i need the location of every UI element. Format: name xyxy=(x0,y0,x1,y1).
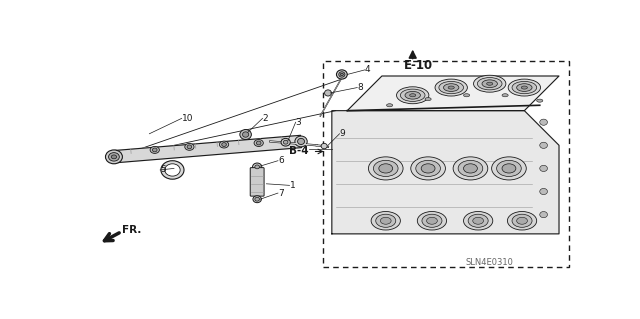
Ellipse shape xyxy=(474,75,506,92)
Ellipse shape xyxy=(411,157,445,180)
Ellipse shape xyxy=(254,139,263,146)
Text: 5: 5 xyxy=(160,166,166,174)
Text: FR.: FR. xyxy=(122,225,141,235)
Ellipse shape xyxy=(298,138,305,145)
Ellipse shape xyxy=(463,94,470,97)
Ellipse shape xyxy=(410,94,416,97)
Ellipse shape xyxy=(339,72,345,77)
Ellipse shape xyxy=(281,138,291,146)
Ellipse shape xyxy=(379,164,393,173)
Ellipse shape xyxy=(422,214,442,227)
Ellipse shape xyxy=(540,211,547,218)
Ellipse shape xyxy=(255,165,259,169)
Polygon shape xyxy=(348,76,559,111)
Ellipse shape xyxy=(161,161,184,179)
Text: 2: 2 xyxy=(262,114,268,123)
Ellipse shape xyxy=(540,189,547,195)
Ellipse shape xyxy=(255,197,259,201)
Ellipse shape xyxy=(257,141,261,145)
Text: 8: 8 xyxy=(357,83,363,92)
Text: 7: 7 xyxy=(278,189,284,197)
Text: 4: 4 xyxy=(365,65,371,74)
Ellipse shape xyxy=(508,211,537,230)
Ellipse shape xyxy=(477,78,502,90)
Ellipse shape xyxy=(337,70,348,79)
Text: 3: 3 xyxy=(296,118,301,127)
Ellipse shape xyxy=(376,214,396,227)
Ellipse shape xyxy=(380,217,391,224)
Ellipse shape xyxy=(295,136,307,147)
Ellipse shape xyxy=(220,141,228,148)
Ellipse shape xyxy=(340,73,344,76)
Ellipse shape xyxy=(458,160,483,176)
Ellipse shape xyxy=(439,81,463,94)
Ellipse shape xyxy=(421,164,435,173)
Ellipse shape xyxy=(540,142,547,148)
Ellipse shape xyxy=(109,152,119,161)
Ellipse shape xyxy=(537,99,543,102)
Ellipse shape xyxy=(185,143,194,150)
Ellipse shape xyxy=(516,84,532,92)
Ellipse shape xyxy=(150,146,159,153)
Ellipse shape xyxy=(463,164,477,173)
Ellipse shape xyxy=(425,98,431,101)
Ellipse shape xyxy=(540,119,547,125)
Ellipse shape xyxy=(508,79,541,96)
Ellipse shape xyxy=(152,148,157,152)
Ellipse shape xyxy=(387,104,393,107)
Ellipse shape xyxy=(321,143,327,149)
Ellipse shape xyxy=(240,130,252,139)
Ellipse shape xyxy=(405,92,420,99)
Ellipse shape xyxy=(369,157,403,180)
Ellipse shape xyxy=(468,214,488,227)
Ellipse shape xyxy=(111,155,116,159)
Polygon shape xyxy=(112,135,301,163)
Ellipse shape xyxy=(512,214,532,227)
Ellipse shape xyxy=(497,160,521,176)
Ellipse shape xyxy=(187,145,192,149)
Ellipse shape xyxy=(463,211,493,230)
Ellipse shape xyxy=(492,157,526,180)
Text: B-4: B-4 xyxy=(289,146,308,157)
Ellipse shape xyxy=(473,217,484,224)
Text: 1: 1 xyxy=(289,181,295,190)
Bar xyxy=(323,61,569,267)
Ellipse shape xyxy=(164,164,180,176)
Polygon shape xyxy=(332,111,559,234)
Ellipse shape xyxy=(444,84,459,92)
Ellipse shape xyxy=(253,163,262,171)
Text: 9: 9 xyxy=(340,129,346,138)
Ellipse shape xyxy=(401,89,425,101)
Ellipse shape xyxy=(482,80,497,87)
Ellipse shape xyxy=(453,157,488,180)
Ellipse shape xyxy=(371,211,401,230)
Ellipse shape xyxy=(516,217,527,224)
Ellipse shape xyxy=(486,82,493,85)
Text: 6: 6 xyxy=(278,156,284,165)
Text: SLN4E0310: SLN4E0310 xyxy=(466,258,514,267)
FancyBboxPatch shape xyxy=(250,168,264,196)
Ellipse shape xyxy=(397,87,429,104)
Ellipse shape xyxy=(373,160,398,176)
Ellipse shape xyxy=(106,150,122,164)
Ellipse shape xyxy=(512,81,537,94)
Ellipse shape xyxy=(427,217,437,224)
Ellipse shape xyxy=(448,86,454,89)
Ellipse shape xyxy=(243,132,249,137)
Text: E-10: E-10 xyxy=(403,59,433,72)
Ellipse shape xyxy=(284,140,288,144)
Ellipse shape xyxy=(324,90,332,96)
Ellipse shape xyxy=(417,211,447,230)
Ellipse shape xyxy=(521,86,527,89)
Ellipse shape xyxy=(416,160,440,176)
Ellipse shape xyxy=(253,196,261,203)
Text: 10: 10 xyxy=(182,114,193,123)
Ellipse shape xyxy=(435,79,467,96)
Ellipse shape xyxy=(221,143,227,146)
Ellipse shape xyxy=(502,164,516,173)
Ellipse shape xyxy=(502,94,508,97)
Ellipse shape xyxy=(540,165,547,172)
